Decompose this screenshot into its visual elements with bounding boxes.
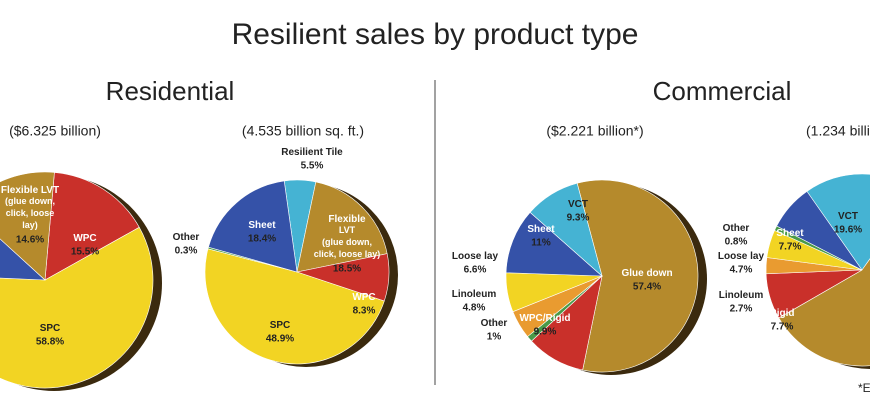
slice-label: Other: [173, 232, 200, 243]
slice-value-label: 7.7%: [779, 242, 802, 253]
slice-label: Rigid: [770, 308, 795, 319]
slice-label-line: Other: [173, 232, 200, 243]
pie-subtitle: (4.535 billion sq. ft.): [242, 123, 364, 139]
slice-label-line: Sheet: [527, 224, 555, 235]
slice-value-label: 19.6%: [834, 225, 862, 236]
slice-label: Other: [481, 318, 508, 329]
slice-label-line: VCT: [568, 199, 588, 210]
slice-label-line: lay): [22, 220, 38, 230]
slice-value-label: 4.7%: [730, 265, 753, 276]
slice-label-line: Linoleum: [452, 289, 497, 300]
slice-label-line: Linoleum: [719, 290, 764, 301]
slice-label-line: Sheet: [776, 228, 804, 239]
section-title: Residential: [106, 76, 235, 106]
slice-label: WPC: [352, 292, 375, 303]
slice-value-label: 15.5%: [71, 247, 99, 258]
slice-label: Linoleum: [452, 289, 497, 300]
pie-slice: [776, 190, 863, 271]
slice-label-line: WPC: [352, 292, 375, 303]
pie-slice: [806, 173, 870, 271]
slice-value-label: 9.9%: [534, 327, 557, 338]
slice-label: Linoleum: [719, 290, 764, 301]
pie-slice: [529, 182, 603, 277]
pie-subtitle: ($6.325 billion): [9, 123, 101, 139]
slice-value-label: 1%: [487, 332, 502, 343]
slice-label: WPC: [73, 233, 96, 244]
slice-label: SPC: [270, 320, 291, 331]
slice-label-line: Resilient Tile: [281, 147, 343, 158]
slice-label-line: Other: [723, 223, 750, 234]
slice-label-line: SPC: [40, 323, 61, 334]
slice-label-line: Flexible LVT: [1, 185, 59, 196]
pie-subtitle: ($2.221 billion*): [546, 123, 643, 139]
slice-value-label: 58.8%: [36, 337, 64, 348]
slice-label-line: (glue down,: [322, 237, 372, 247]
slice-label: Sheet: [248, 220, 276, 231]
footnote: *E: [858, 381, 870, 395]
pie-subtitle: (1.234 billi: [806, 123, 870, 139]
slice-label: Flexible LVT (glue down, click, loose lay): [314, 214, 381, 260]
slice-value-label: 8.3%: [353, 306, 376, 317]
slice-label: Resilient Tile: [281, 147, 343, 158]
slice-label-line: Other: [481, 318, 508, 329]
slice-label: Glue down: [621, 268, 672, 279]
slice-value-label: 57.4%: [633, 282, 661, 293]
pie-slice: [204, 248, 385, 365]
slice-value-label: 11%: [531, 238, 551, 249]
pie-slice: [44, 172, 140, 281]
slice-label: Other: [723, 223, 750, 234]
pie-slice: [0, 226, 154, 389]
section-title: Commercial: [653, 76, 792, 106]
pie-slice: [505, 211, 603, 277]
slice-value-label: 7.7%: [771, 322, 794, 333]
slice-value-label: 48.9%: [266, 334, 294, 345]
slice-value-label: 0.3%: [175, 246, 198, 257]
pie-slice: [0, 171, 55, 281]
slice-label: Loose lay: [718, 251, 765, 262]
slice-label-line: WPC: [73, 233, 96, 244]
slice-label-line: (glue down,: [5, 196, 55, 206]
slice-label: Loose lay: [452, 251, 499, 262]
slice-label-line: Loose lay: [452, 251, 499, 262]
title: Resilient sales by product type: [232, 18, 639, 51]
slice-value-label: 5.5%: [301, 161, 324, 172]
slice-label-line: click, loose lay): [314, 249, 381, 259]
pie-slice: [208, 180, 298, 273]
slice-label-line: Rigid: [770, 308, 795, 319]
slice-value-label: 18.5%: [333, 264, 361, 275]
slice-label-line: WPC/Rigid: [519, 313, 570, 324]
slice-value-label: 14.6%: [16, 235, 44, 246]
slice-label-line: Flexible: [328, 214, 366, 225]
slice-label: Flexible LVT (glue down, click, loose lay): [1, 185, 59, 231]
slice-label: VCT: [838, 211, 858, 222]
slice-label: SPC: [40, 323, 61, 334]
slice-value-label: 4.8%: [463, 303, 486, 314]
slice-value-label: 6.6%: [464, 265, 487, 276]
slice-label-line: click, loose: [6, 208, 55, 218]
pie-slice: [778, 258, 870, 367]
slice-label-line: Loose lay: [718, 251, 765, 262]
slice-label: Sheet: [776, 228, 804, 239]
pie-slice: [576, 179, 699, 373]
slice-value-label: 18.4%: [248, 234, 276, 245]
slice-label-line: SPC: [270, 320, 291, 331]
slice-label-line: Sheet: [248, 220, 276, 231]
slice-label-line: VCT: [838, 211, 858, 222]
slice-label-line: Glue down: [621, 268, 672, 279]
slice-label: VCT: [568, 199, 588, 210]
pie-slice: [296, 181, 388, 273]
slice-label: Sheet: [527, 224, 555, 235]
slice-value-label: 9.3%: [567, 213, 590, 224]
slice-value-label: 2.7%: [730, 304, 753, 315]
slice-label-line: LVT: [339, 225, 356, 235]
slice-label: WPC/Rigid: [519, 313, 570, 324]
slice-value-label: 0.8%: [725, 237, 748, 248]
